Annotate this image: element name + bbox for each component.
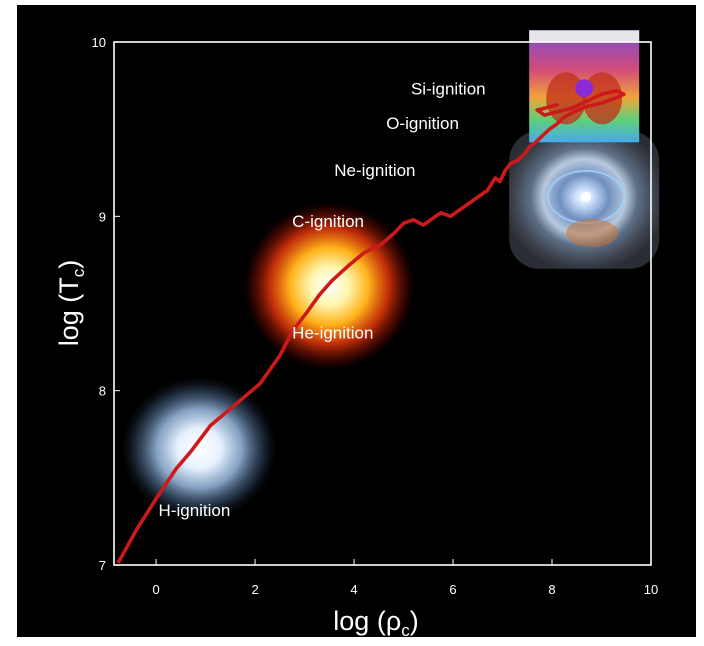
ignition-label: Si-ignition xyxy=(411,79,486,98)
y-axis-title: log (Tc) xyxy=(54,260,88,347)
plot-frame xyxy=(113,41,652,566)
y-tick-label: 7 xyxy=(99,558,106,573)
ignition-label: He-ignition xyxy=(292,323,373,342)
y-tick-label: 9 xyxy=(99,209,106,224)
nebula-inset-image xyxy=(509,130,660,269)
ignition-label: C-ignition xyxy=(292,212,364,231)
x-tick-label: 8 xyxy=(548,582,555,597)
x-axis-title: log (ρc) xyxy=(333,606,418,640)
x-ticks: 0 2 4 6 8 10 xyxy=(152,559,658,597)
x-tick-label: 6 xyxy=(449,582,456,597)
evolution-track-line xyxy=(117,89,626,564)
simulation-inset-image xyxy=(529,30,640,143)
inset-layer xyxy=(509,30,660,269)
ignition-label: Ne-ignition xyxy=(334,161,415,180)
x-tick-label: 10 xyxy=(644,582,658,597)
y-ticks: 7 8 9 10 xyxy=(92,35,120,573)
ignition-label: O-ignition xyxy=(386,114,459,133)
y-tick-label: 8 xyxy=(99,384,106,399)
x-tick-label: 0 xyxy=(152,582,159,597)
y-tick-label: 10 xyxy=(92,35,106,50)
x-tick-label: 4 xyxy=(350,582,357,597)
ignition-label: H-ignition xyxy=(159,501,231,520)
x-tick-label: 2 xyxy=(251,582,258,597)
cool-glow xyxy=(121,376,278,521)
annotations: H-ignition He-ignition C-ignition Ne-igniti… xyxy=(159,79,486,520)
